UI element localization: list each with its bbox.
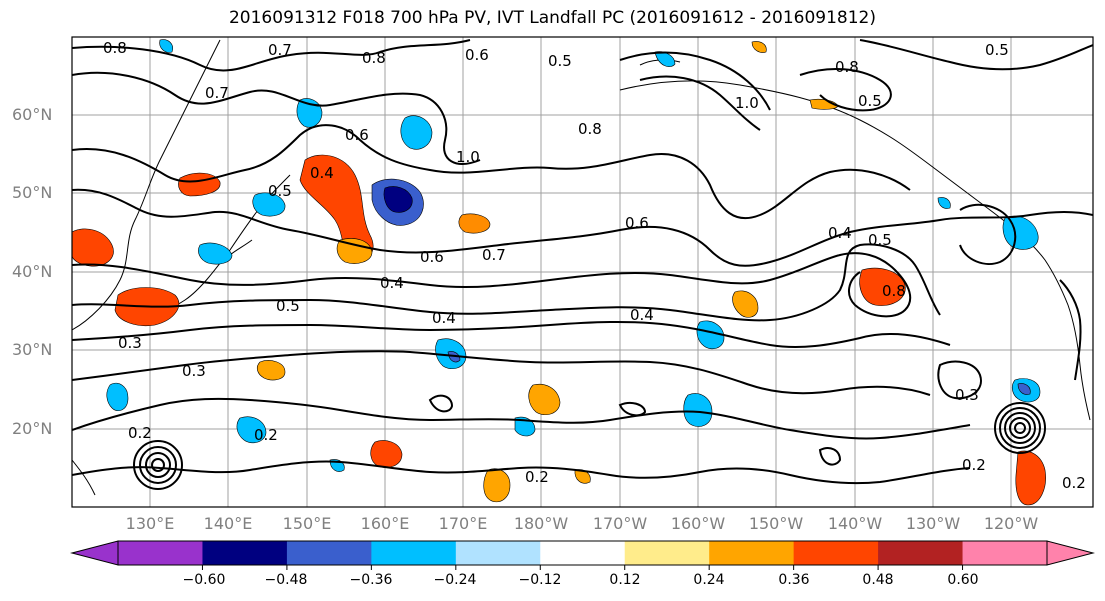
map-title: 2016091312 F018 700 hPa PV, IVT Landfall… xyxy=(228,8,876,28)
colorbar-cell xyxy=(624,541,710,565)
contour-label: 0.4 xyxy=(310,164,334,182)
contour-label: 0.2 xyxy=(1062,474,1086,492)
lon-label: 150°W xyxy=(748,514,804,533)
colorbar-extend-high xyxy=(1046,540,1095,566)
lon-label: 170°W xyxy=(592,514,648,533)
colorbar-tick-label: −0.60 xyxy=(182,572,226,588)
contour-label: 0.7 xyxy=(205,84,229,102)
colorbar-cell xyxy=(455,541,541,565)
contour-label: 0.5 xyxy=(268,182,292,200)
colorbar-tick-label: −0.36 xyxy=(349,572,393,588)
colorbar-tick-label: 0.48 xyxy=(862,572,894,588)
lon-label: 160°E xyxy=(360,514,410,533)
anomaly-negative xyxy=(106,39,1041,472)
lon-label: 120°W xyxy=(983,514,1039,533)
lon-label: 170°E xyxy=(438,514,488,533)
colorbar-tick-label: −0.12 xyxy=(518,572,562,588)
colorbar-cell xyxy=(202,541,288,565)
lat-label: 40°N xyxy=(12,262,53,281)
contour-label: 1.0 xyxy=(456,148,480,166)
lat-label: 60°N xyxy=(12,105,53,124)
colorbar xyxy=(70,540,1095,570)
lon-label: 160°W xyxy=(670,514,726,533)
colorbar-extend-low xyxy=(70,540,119,566)
contour-label: 0.6 xyxy=(345,126,369,144)
contour-label: 0.4 xyxy=(380,274,404,292)
contour-label: 0.7 xyxy=(482,246,506,264)
contour-label: 0.5 xyxy=(858,92,882,110)
contour-label: 0.4 xyxy=(828,224,852,242)
contour-label: 0.8 xyxy=(578,120,602,138)
colorbar-tick-label: −0.24 xyxy=(433,572,477,588)
contour-label: 0.8 xyxy=(103,39,127,57)
colorbar-cell xyxy=(793,541,879,565)
lon-label: 150°E xyxy=(282,514,332,533)
lat-label: 20°N xyxy=(12,419,53,438)
contour-label: 0.2 xyxy=(962,456,986,474)
colorbar-cell xyxy=(118,541,203,565)
contour-label: 0.8 xyxy=(835,58,859,76)
contour-label: 0.5 xyxy=(548,52,572,70)
colorbar-cell xyxy=(878,541,964,565)
contour-label: 0.3 xyxy=(182,362,206,380)
contour-label: 0.3 xyxy=(955,386,979,404)
anomaly-positive xyxy=(72,41,1046,506)
colorbar-cell xyxy=(286,541,372,565)
contour-label: 0.4 xyxy=(432,309,456,327)
contour-label: 0.6 xyxy=(465,46,489,64)
pv-contours xyxy=(72,39,1093,490)
contour-label: 0.2 xyxy=(525,468,549,486)
colorbar-cell xyxy=(371,541,457,565)
contour-label: 0.3 xyxy=(118,334,142,352)
contour-label: 1.0 xyxy=(735,94,759,112)
shaded-anomalies xyxy=(72,39,1046,506)
colorbar-tick-label: 0.36 xyxy=(778,572,810,588)
contour-label: 0.5 xyxy=(985,41,1009,59)
colorbar-tick-label: 0.12 xyxy=(609,572,641,588)
colorbar-tick-label: 0.60 xyxy=(947,572,979,588)
contour-label: 0.8 xyxy=(882,282,906,300)
contour-label: 0.5 xyxy=(276,297,300,315)
contour-label: 0.6 xyxy=(420,248,444,266)
colorbar-cell xyxy=(540,541,626,565)
contour-label: 0.4 xyxy=(630,306,654,324)
lon-label: 140°E xyxy=(203,514,253,533)
lat-label: 30°N xyxy=(12,340,53,359)
lon-label: 130°E xyxy=(125,514,175,533)
contour-label: 0.2 xyxy=(128,424,152,442)
lon-label: 130°W xyxy=(905,514,961,533)
plot-frame xyxy=(71,36,1094,508)
lon-label: 140°W xyxy=(827,514,883,533)
colorbar-cell xyxy=(962,541,1048,565)
lat-label: 50°N xyxy=(12,183,53,202)
contour-label: 0.6 xyxy=(625,214,649,232)
colorbar-tick-label: −0.48 xyxy=(264,572,308,588)
lon-label: 180°W xyxy=(513,514,569,533)
contour-label: 0.8 xyxy=(362,49,386,67)
colorbar-cell xyxy=(709,541,795,565)
contour-label: 0.5 xyxy=(868,231,892,249)
contour-label: 0.2 xyxy=(254,426,278,444)
colorbar-tick-label: 0.24 xyxy=(693,572,725,588)
contour-label: 0.7 xyxy=(268,41,292,59)
contour-labels: 0.8 0.7 0.8 0.6 0.5 0.5 0.6 0.7 0.4 1.0 … xyxy=(103,39,1086,492)
